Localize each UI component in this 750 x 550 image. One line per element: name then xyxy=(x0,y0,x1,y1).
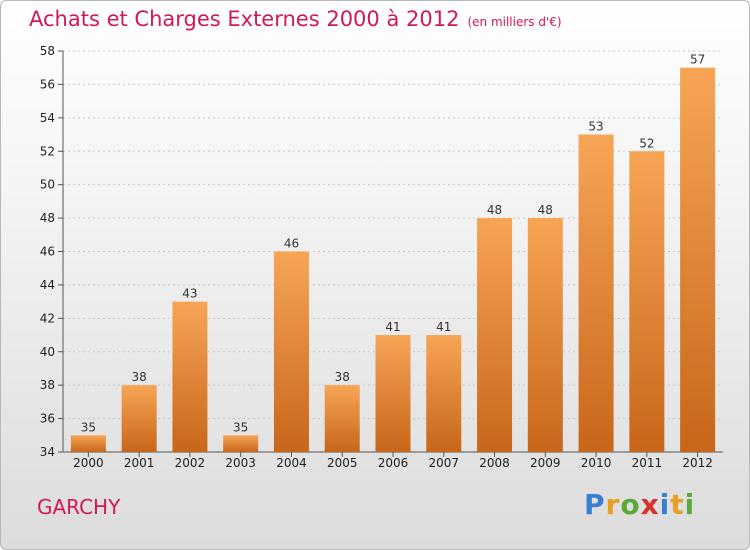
x-tick-label: 2011 xyxy=(632,456,663,470)
x-tick-label: 2009 xyxy=(530,456,561,470)
y-tick-label: 40 xyxy=(40,345,55,359)
bar-value-label: 35 xyxy=(81,420,96,434)
x-tick-label: 2004 xyxy=(276,456,307,470)
bar-value-label: 52 xyxy=(639,136,654,150)
y-tick-label: 56 xyxy=(40,77,55,91)
y-tick-label: 42 xyxy=(40,311,55,325)
bar-2008 xyxy=(477,218,513,452)
bar-value-label: 35 xyxy=(233,420,248,434)
bar-2012 xyxy=(680,67,716,452)
x-tick-label: 2008 xyxy=(479,456,510,470)
bar-value-label: 43 xyxy=(182,287,197,301)
bar-value-label: 41 xyxy=(436,320,451,334)
y-tick-label: 52 xyxy=(40,144,55,158)
logo-letter: P xyxy=(584,488,606,521)
logo-letter: t xyxy=(670,488,685,521)
y-tick-label: 46 xyxy=(40,245,55,259)
bar-2010 xyxy=(578,134,614,452)
x-tick-label: 2001 xyxy=(124,456,155,470)
bar-value-label: 48 xyxy=(487,203,502,217)
bar-2003 xyxy=(223,435,259,452)
bar-2006 xyxy=(375,335,411,452)
x-tick-label: 2003 xyxy=(225,456,256,470)
bar-2004 xyxy=(273,251,309,452)
y-tick-label: 34 xyxy=(40,445,55,459)
commune-name: GARCHY xyxy=(37,495,121,519)
chart-title: Achats et Charges Externes 2000 à 2012 (e… xyxy=(29,7,562,31)
proxiti-logo: Proxiti xyxy=(584,488,695,521)
x-tick-label: 2000 xyxy=(73,456,104,470)
chart-unit-label: (en milliers d'€) xyxy=(467,15,562,29)
y-tick-label: 38 xyxy=(40,378,55,392)
y-tick-label: 54 xyxy=(40,111,55,125)
x-tick-label: 2005 xyxy=(327,456,358,470)
y-tick-label: 36 xyxy=(40,412,55,426)
x-tick-label: 2006 xyxy=(378,456,409,470)
bar-value-label: 38 xyxy=(132,370,147,384)
bar-2000 xyxy=(70,435,106,452)
bar-value-label: 57 xyxy=(690,53,705,67)
y-tick-label: 58 xyxy=(40,44,55,58)
x-tick-label: 2002 xyxy=(175,456,206,470)
logo-letter: r xyxy=(605,488,621,521)
logo-letter: o xyxy=(620,488,641,521)
x-tick-label: 2007 xyxy=(428,456,459,470)
logo-letter: i xyxy=(659,488,671,521)
x-tick-label: 2012 xyxy=(682,456,713,470)
logo-letter: x xyxy=(640,488,660,521)
bar-2005 xyxy=(324,385,360,452)
logo-letter: i xyxy=(684,488,696,521)
bar-value-label: 46 xyxy=(284,237,299,251)
bar-2001 xyxy=(121,385,157,452)
y-tick-label: 50 xyxy=(40,178,55,192)
y-tick-label: 44 xyxy=(40,278,55,292)
bar-value-label: 38 xyxy=(335,370,350,384)
bar-2002 xyxy=(172,301,208,452)
y-tick-label: 48 xyxy=(40,211,55,225)
bar-2011 xyxy=(629,151,665,452)
bar-value-label: 48 xyxy=(538,203,553,217)
bar-2009 xyxy=(527,218,563,452)
chart-title-text: Achats et Charges Externes 2000 à 2012 xyxy=(29,7,460,31)
bar-value-label: 53 xyxy=(588,120,603,134)
bar-2007 xyxy=(426,335,462,452)
bar-value-label: 41 xyxy=(385,320,400,334)
x-tick-label: 2010 xyxy=(581,456,612,470)
